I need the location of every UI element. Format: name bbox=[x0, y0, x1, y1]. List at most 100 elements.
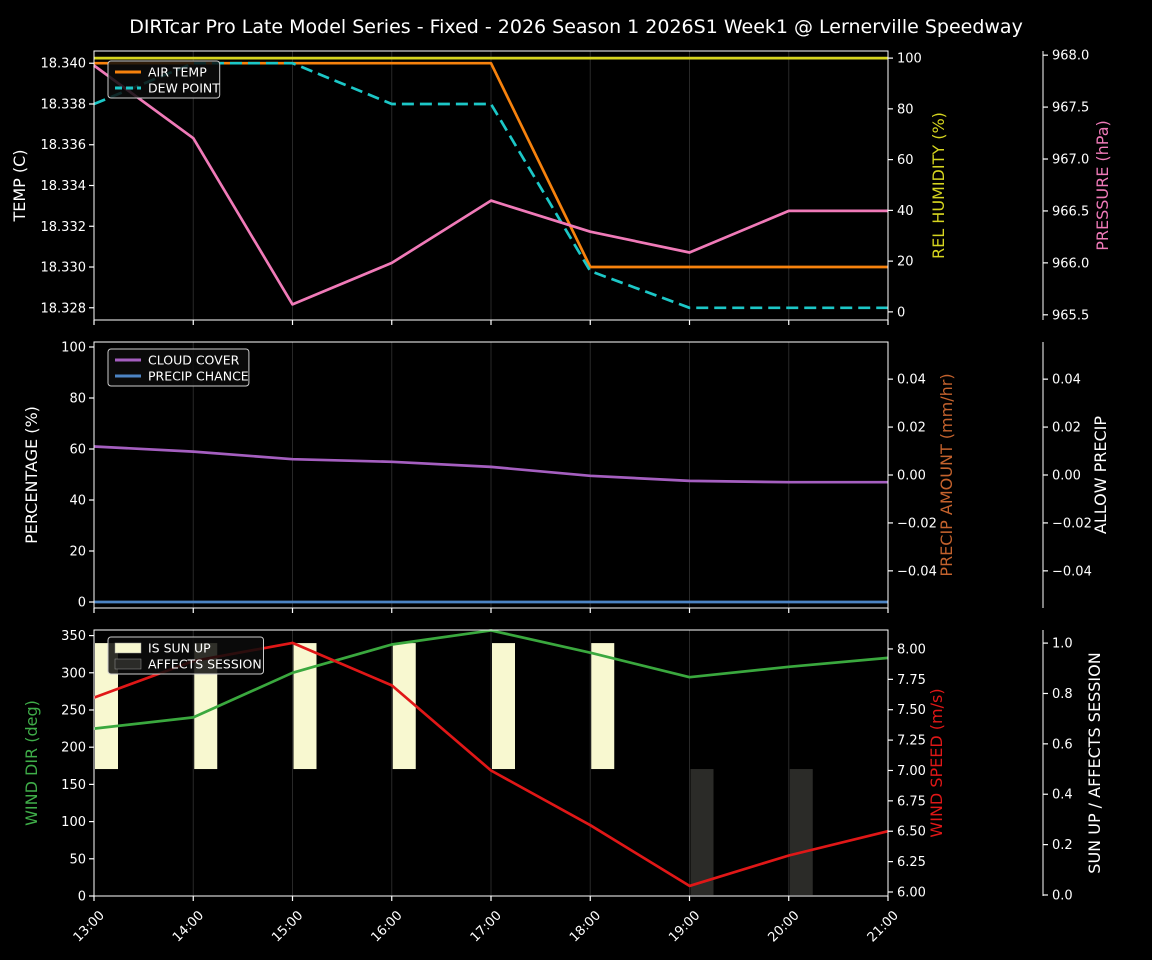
legend-swatch bbox=[114, 658, 142, 670]
right-tick-label: 80 bbox=[897, 102, 914, 117]
x-tick-label: 21:00 bbox=[865, 908, 902, 945]
legend-label: AIR TEMP bbox=[148, 65, 207, 80]
x-tick-label: 17:00 bbox=[468, 908, 505, 945]
right-tick-label: 0.02 bbox=[897, 421, 926, 436]
right-tick-label: 7.50 bbox=[897, 703, 926, 718]
legend-label: PRECIP CHANCE bbox=[148, 369, 249, 384]
left-tick-label: 80 bbox=[69, 392, 86, 407]
right-tick-label: 6.25 bbox=[897, 855, 926, 870]
right-tick-label: 8.00 bbox=[897, 642, 926, 657]
right-tick-label: 40 bbox=[897, 204, 914, 219]
far-axis-title: SUN UP / AFFECTS SESSION bbox=[1085, 652, 1104, 873]
left-tick-label: 100 bbox=[61, 815, 86, 830]
bar-is-sun-up bbox=[194, 643, 218, 770]
left-tick-label: 250 bbox=[61, 703, 86, 718]
x-tick-label: 20:00 bbox=[765, 908, 802, 945]
legend-label: IS SUN UP bbox=[148, 641, 211, 656]
left-tick-label: 20 bbox=[69, 545, 86, 560]
right-axis-title: REL HUMIDITY (%) bbox=[929, 112, 948, 259]
left-tick-label: 18.332 bbox=[41, 220, 87, 235]
legend-box bbox=[107, 348, 250, 387]
series-cloud-cover bbox=[93, 445, 888, 484]
left-axis-title: WIND DIR (deg) bbox=[22, 700, 41, 826]
precipitation-panel: 0 20 40 60 80 100 0.04 0.02 0.00 −0.02 −0.04 0.04 0.… bbox=[22, 340, 1110, 613]
right-tick-label: −0.02 bbox=[897, 516, 937, 531]
far-tick-label: −0.04 bbox=[1052, 564, 1092, 579]
far-tick-label: 966.5 bbox=[1052, 204, 1089, 219]
series-air-temp bbox=[94, 61, 888, 269]
legend-box bbox=[107, 60, 221, 99]
left-tick-label: 18.334 bbox=[41, 179, 87, 194]
left-axis-title: PERCENTAGE (%) bbox=[22, 406, 41, 544]
right-tick-label: 7.25 bbox=[897, 734, 926, 749]
right-tick-label: 0.04 bbox=[897, 373, 926, 388]
right-axis-title: WIND SPEED (m/s) bbox=[927, 688, 946, 837]
left-tick-label: 200 bbox=[61, 741, 86, 756]
far-axis-title: PRESSURE (hPa) bbox=[1093, 120, 1112, 251]
bar-is-sun-up bbox=[95, 643, 118, 770]
temperature-panel: 18.328 18.330 18.332 18.334 18.336 18.338 18.3… bbox=[10, 49, 1112, 325]
right-axis-title: PRECIP AMOUNT (mm/hr) bbox=[937, 373, 956, 576]
right-tick-label: 0 bbox=[897, 305, 905, 320]
far-tick-label: 0.6 bbox=[1052, 737, 1073, 752]
x-tick-label: 18:00 bbox=[567, 908, 604, 945]
x-tick-label: 15:00 bbox=[269, 908, 306, 945]
left-tick-label: 18.328 bbox=[41, 301, 87, 316]
left-tick-label: 0 bbox=[78, 890, 86, 905]
bar-is-sun-up bbox=[392, 643, 416, 770]
right-tick-label: 6.75 bbox=[897, 794, 926, 809]
chart-title: DIRTcar Pro Late Model Series - Fixed - … bbox=[129, 16, 1023, 38]
legend-swatch bbox=[114, 642, 142, 654]
far-tick-label: 967.5 bbox=[1052, 101, 1089, 116]
left-tick-label: 50 bbox=[69, 852, 86, 867]
far-tick-label: 0.04 bbox=[1052, 373, 1081, 388]
right-tick-label: 6.00 bbox=[897, 885, 926, 900]
bar-is-sun-up bbox=[492, 643, 515, 770]
left-tick-label: 18.338 bbox=[41, 97, 87, 112]
bar-is-sun-up bbox=[293, 643, 317, 770]
bar-affects-session bbox=[690, 769, 714, 895]
left-tick-label: 0 bbox=[78, 596, 86, 611]
left-tick-label: 18.336 bbox=[41, 138, 87, 153]
left-tick-label: 60 bbox=[69, 443, 86, 458]
far-tick-label: 0.0 bbox=[1052, 888, 1073, 903]
bar-is-sun-up bbox=[591, 643, 615, 770]
wind-panel: 0 50 100 150 200 250 300 350 6.00 6.25 6.50 6.75 7.0… bbox=[22, 629, 1104, 945]
far-tick-label: 0.2 bbox=[1052, 838, 1073, 853]
x-tick-label: 13:00 bbox=[71, 908, 108, 945]
right-tick-label: −0.04 bbox=[897, 564, 937, 579]
right-tick-label: 20 bbox=[897, 255, 914, 270]
right-tick-label: 0.00 bbox=[897, 469, 926, 484]
far-tick-label: 0.8 bbox=[1052, 687, 1073, 702]
right-tick-label: 60 bbox=[897, 153, 914, 168]
x-tick-label: 14:00 bbox=[170, 908, 207, 945]
series-pressure bbox=[93, 64, 888, 306]
legend-box bbox=[107, 636, 264, 675]
right-tick-label: 7.75 bbox=[897, 673, 926, 688]
legend-label: CLOUD COVER bbox=[148, 353, 240, 368]
right-tick-label: 7.00 bbox=[897, 764, 926, 779]
x-tick-label: 19:00 bbox=[666, 908, 703, 945]
far-axis-title: ALLOW PRECIP bbox=[1091, 416, 1110, 534]
far-tick-label: 1.0 bbox=[1052, 637, 1073, 652]
far-tick-label: 967.0 bbox=[1052, 153, 1089, 168]
far-tick-label: −0.02 bbox=[1052, 516, 1092, 531]
left-tick-label: 150 bbox=[61, 778, 86, 793]
left-tick-label: 18.340 bbox=[41, 57, 87, 72]
far-tick-label: 0.00 bbox=[1052, 469, 1081, 484]
left-tick-label: 40 bbox=[69, 494, 86, 509]
right-tick-label: 6.50 bbox=[897, 825, 926, 840]
far-tick-label: 966.0 bbox=[1052, 256, 1089, 271]
legend-label: DEW POINT bbox=[148, 81, 220, 96]
left-tick-label: 350 bbox=[61, 629, 86, 644]
left-tick-label: 18.330 bbox=[41, 261, 87, 276]
left-axis-title: TEMP (C) bbox=[10, 149, 29, 222]
x-tick-label: 16:00 bbox=[368, 908, 405, 945]
left-tick-label: 300 bbox=[61, 666, 86, 681]
far-tick-label: 0.02 bbox=[1052, 421, 1081, 436]
far-tick-label: 0.4 bbox=[1052, 788, 1073, 803]
